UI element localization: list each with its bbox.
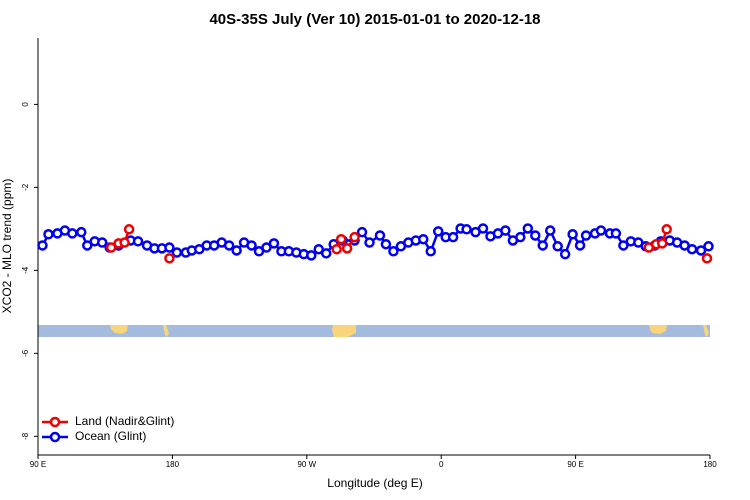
x-tick-label: 0 <box>439 460 444 469</box>
data-point <box>388 246 399 257</box>
data-point <box>67 228 78 239</box>
data-point <box>552 241 563 252</box>
data-point <box>313 243 324 255</box>
data-point <box>37 240 48 251</box>
land-shape <box>332 325 356 337</box>
data-point <box>522 223 534 234</box>
x-tick-label: 90 E <box>30 460 46 469</box>
y-tick-label: -2 <box>21 183 30 191</box>
data-point <box>349 231 360 243</box>
data-point <box>171 247 183 258</box>
data-point <box>364 237 375 248</box>
data-point <box>123 224 135 235</box>
data-point <box>268 238 280 249</box>
data-point <box>164 242 175 253</box>
y-tick-label: -8 <box>21 432 30 440</box>
data-point <box>331 243 342 255</box>
x-tick-label: 180 <box>703 460 717 469</box>
data-point <box>356 226 368 238</box>
data-point <box>695 245 707 256</box>
data-point <box>341 243 353 254</box>
data-point <box>537 240 548 251</box>
legend-marker <box>49 416 61 428</box>
ocean-strip <box>38 325 710 337</box>
data-point <box>574 240 586 251</box>
data-point <box>701 253 713 264</box>
data-point <box>567 229 578 240</box>
data-point <box>246 240 257 251</box>
data-point <box>477 223 489 234</box>
data-point <box>559 248 571 260</box>
legend: Land (Nadir&Glint)Ocean (Glint) <box>42 414 174 443</box>
data-point <box>580 230 592 241</box>
data-point <box>703 241 714 252</box>
data-point <box>500 225 511 236</box>
map-strip <box>38 325 710 337</box>
data-point <box>425 246 436 257</box>
y-tick-label: -4 <box>21 266 30 274</box>
data-point <box>223 240 235 251</box>
data-point <box>461 224 472 235</box>
data-point <box>43 229 54 240</box>
data-point <box>164 253 175 264</box>
data-point <box>661 224 672 235</box>
legend-marker <box>49 431 61 443</box>
data-point <box>544 225 556 236</box>
data-point <box>82 240 93 251</box>
y-tick-label: 0 <box>21 102 30 107</box>
data-point <box>686 243 698 255</box>
land-shape <box>163 325 169 337</box>
data-point <box>656 238 668 249</box>
data-point <box>432 226 444 237</box>
x-axis-label: Longitude (deg E) <box>327 476 422 490</box>
land-shape <box>649 325 667 334</box>
data-point <box>320 248 332 259</box>
data-point <box>261 242 272 253</box>
x-tick-label: 90 E <box>567 460 583 469</box>
data-point <box>418 233 429 245</box>
land-shape <box>110 325 128 334</box>
data-point <box>335 233 347 245</box>
data-point <box>119 237 130 248</box>
data-point <box>618 240 629 251</box>
x-tick-label: 180 <box>166 460 180 469</box>
data-point <box>610 228 622 239</box>
legend-label: Ocean (Glint) <box>75 429 146 443</box>
data-point <box>231 245 242 256</box>
data-point <box>515 231 526 243</box>
data-point <box>530 230 541 241</box>
y-tick-label: -6 <box>21 349 30 357</box>
data-point <box>132 236 144 247</box>
data-point <box>96 237 108 248</box>
data-point <box>306 250 317 261</box>
chart-title: 40S-35S July (Ver 10) 2015-01-01 to 2020… <box>209 11 540 28</box>
data-point <box>380 238 392 250</box>
y-axis-label: XCO2 - MLO trend (ppm) <box>0 179 14 314</box>
data-point <box>595 225 607 236</box>
data-point <box>447 231 459 243</box>
legend-label: Land (Nadir&Glint) <box>75 414 174 428</box>
land-shape <box>703 325 709 337</box>
data-point <box>105 242 117 253</box>
data-point <box>76 226 87 238</box>
data-point <box>374 230 386 241</box>
x-tick-label: 90 W <box>297 460 316 469</box>
